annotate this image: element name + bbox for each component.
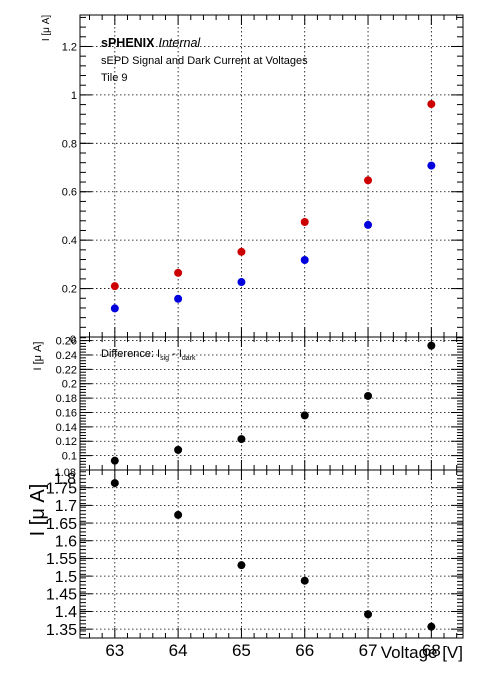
data-point-panel1-series1 — [110, 282, 119, 291]
y-tick-label-cut-panel1: 0 — [70, 334, 76, 346]
y-tick-label: 0.14 — [56, 422, 77, 434]
y-tick-label: 0.22 — [56, 364, 77, 376]
y-tick-label: 0.1 — [62, 451, 77, 463]
y-tick-label: 1.7 — [55, 498, 77, 515]
y-tick-label: 1.55 — [46, 551, 77, 568]
header-status: Internal — [159, 36, 202, 50]
data-point-panel3-series1 — [427, 622, 436, 631]
y-tick-label: 0.8 — [62, 138, 77, 150]
data-point-panel3-series1 — [174, 510, 183, 519]
data-point-panel2-series1 — [110, 456, 119, 465]
y-axis-title-panel3: I [μ A] — [27, 484, 49, 537]
y-axis-title-panel2: I [μ A] — [32, 342, 44, 371]
y-tick-label: 1.5 — [55, 569, 77, 586]
data-point-panel3-series1 — [110, 479, 119, 488]
data-point-panel2-series1 — [364, 391, 373, 400]
y-tick-label: 0.6 — [62, 187, 77, 199]
x-tick-label: 67 — [359, 641, 378, 660]
data-point-panel1-series1 — [427, 100, 436, 109]
x-tick-label: 66 — [295, 641, 314, 660]
data-point-panel3-series1 — [300, 576, 309, 585]
data-point-panel1-series1 — [364, 176, 373, 185]
y-axis-title-panel1: I [μ A] — [41, 15, 52, 42]
y-tick-label: 0.2 — [62, 284, 77, 296]
data-point-panel1-series1 — [174, 268, 183, 277]
y-tick-label: 0.24 — [56, 350, 77, 362]
panel-signal-dark: 0.2 0.4 0.6 0.8 1 1.2 — [62, 14, 464, 338]
panel-difference: 0.1 0.12 0.14 0.16 0.18 0.2 0.22 0.24 0.26 — [56, 336, 464, 471]
data-point-panel1-series2 — [110, 304, 119, 313]
data-point-panel1-series2 — [237, 278, 246, 287]
data-point-panel1-series1 — [237, 247, 246, 256]
x-tick-label: 65 — [232, 641, 251, 660]
difference-annotation: Difference: Isig - Idark — [101, 348, 196, 362]
header-brand: sPHENIX — [101, 36, 155, 50]
x-tick-label: 64 — [169, 641, 188, 660]
data-point-panel1-series1 — [300, 218, 309, 226]
data-point-panel3-series1 — [364, 610, 373, 619]
data-point-panel1-series2 — [174, 294, 183, 303]
y-tick-label: 1.35 — [46, 622, 77, 639]
data-point-panel3-series1 — [237, 561, 246, 570]
plot-frame-3 — [79, 469, 464, 639]
y-tick-label: 0.16 — [56, 407, 77, 419]
panel-ratio: 1.351.41.451.51.551.61.651.71.75 — [46, 469, 464, 639]
header-title: sPHENIX Internal — [101, 36, 201, 50]
y-tick-label: 0.4 — [62, 235, 77, 247]
y-tick-label: 1.2 — [62, 41, 77, 53]
y-tick-label: 1.75 — [46, 480, 77, 497]
data-point-panel2-series1 — [237, 435, 246, 444]
data-point-panel2-series1 — [174, 445, 183, 454]
x-axis-title: Voltage [V] — [381, 643, 463, 662]
y-tick-label: 0.2 — [62, 379, 77, 391]
y-tick-label: 0.26 — [56, 336, 77, 348]
y-tick-label: 1.45 — [46, 587, 77, 604]
y-tick-label-cut-panel2: 1.08 — [55, 467, 76, 479]
y-tick-label: 1.4 — [55, 604, 77, 621]
y-tick-label: 1.6 — [55, 533, 77, 550]
data-point-panel1-series2 — [300, 256, 309, 265]
y-tick-label: 1.65 — [46, 516, 77, 533]
header-tile: Tile 9 — [101, 72, 128, 84]
y-tick-label-cut-panel3: 1.8 — [54, 471, 76, 488]
y-tick-label: 0.12 — [56, 436, 77, 448]
data-point-panel1-series2 — [364, 220, 373, 229]
data-point-panel1-series2 — [427, 161, 436, 170]
header-subtitle: sEPD Signal and Dark Current at Voltages — [101, 55, 308, 67]
y-tick-label: 0.18 — [56, 393, 77, 405]
data-point-panel2-series1 — [300, 411, 309, 420]
x-tick-label: 68 — [422, 641, 441, 660]
y-tick-label: 1 — [71, 90, 77, 102]
x-tick-label: 63 — [105, 641, 124, 660]
data-point-panel2-series1 — [427, 341, 436, 350]
